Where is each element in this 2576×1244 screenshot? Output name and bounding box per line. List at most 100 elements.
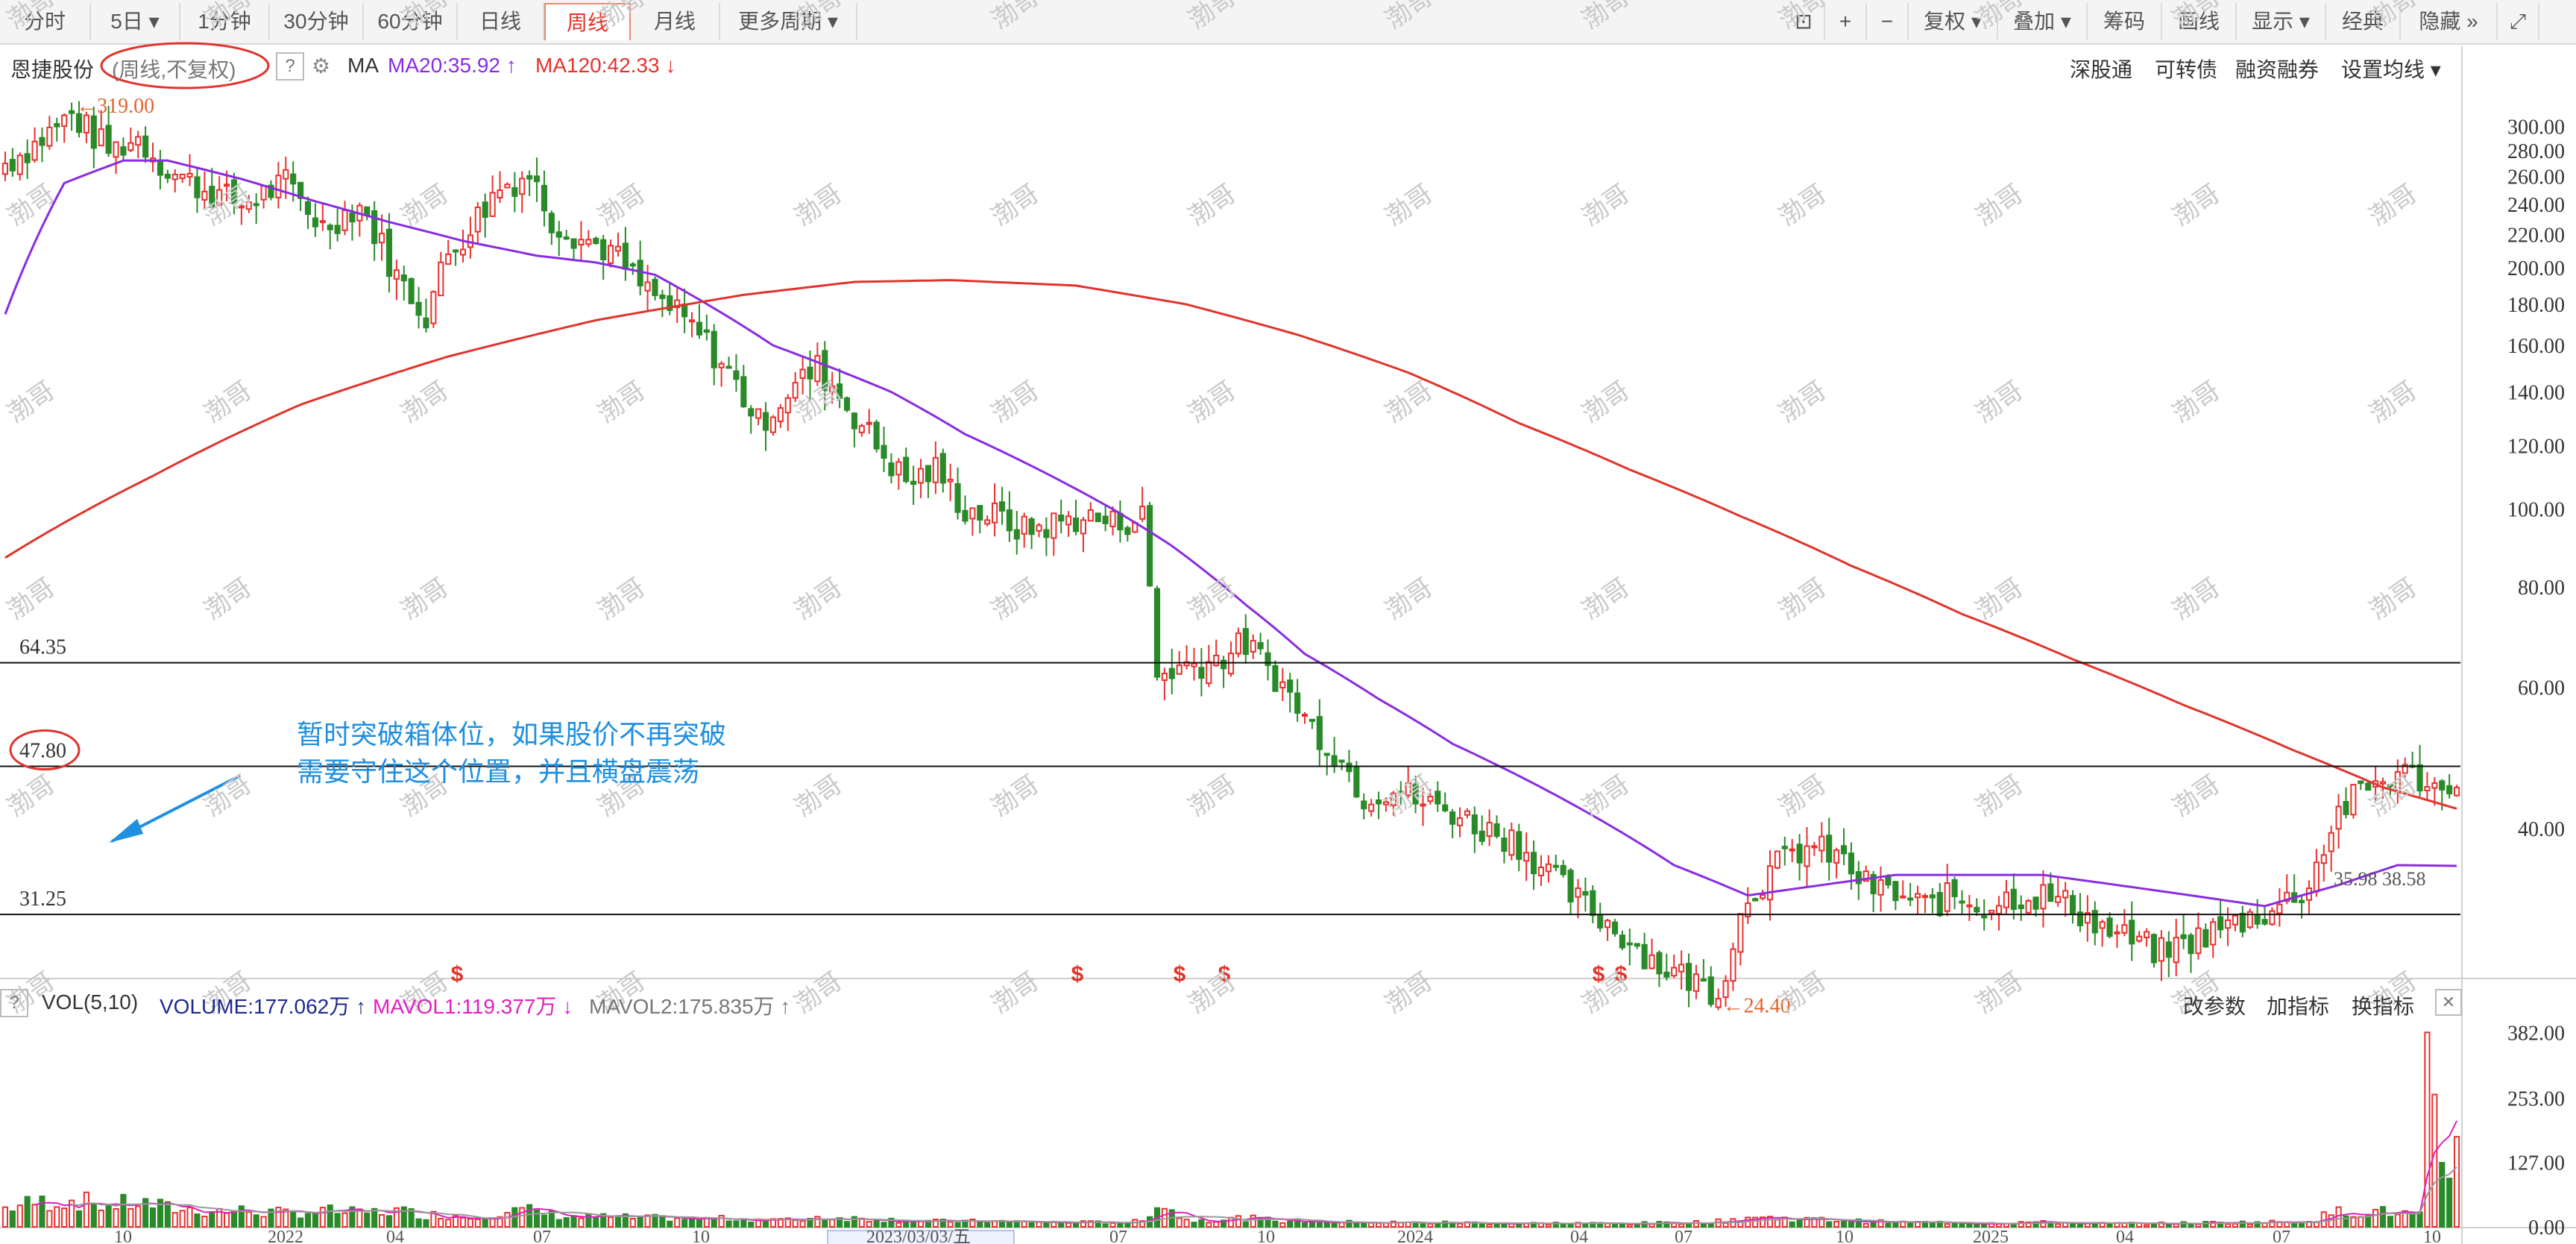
toolbar-tool-3[interactable]: 复权 ▾ [1909, 3, 1998, 40]
volume-bar [1191, 1222, 1197, 1228]
close-icon[interactable]: ✕ [2435, 989, 2462, 1016]
toolbar-tool-7[interactable]: 显示 ▾ [2237, 3, 2326, 40]
volume-bar [24, 1196, 31, 1228]
toolbar-tool-9[interactable]: 隐藏 » [2401, 3, 2498, 40]
candle [423, 298, 429, 333]
period-tab-0[interactable]: 分时 [0, 3, 91, 40]
volume-bar [1, 1206, 9, 1228]
volume-bar [75, 1210, 83, 1228]
time-tick-label: 07 [533, 1228, 551, 1244]
volume-bar [349, 1206, 356, 1228]
period-tab-1[interactable]: 5日 ▾ [91, 3, 180, 40]
help-button[interactable]: ? [276, 52, 304, 81]
change-params-button[interactable]: 改参数 [2183, 995, 2246, 1018]
toolbar-tool-5[interactable]: 筹码 [2088, 3, 2162, 40]
ma20-value: MA20:35.92 ↑ [388, 54, 517, 77]
period-mode-circle [100, 42, 270, 89]
candle [2335, 794, 2342, 849]
vol-label: VOL(5,10) [42, 990, 139, 1014]
toolbar-tool-6[interactable]: 画线 [2162, 3, 2237, 40]
candle [947, 463, 954, 502]
watermark: 渤哥 [1380, 376, 1437, 428]
toolbar-tool-10[interactable]: ⤢ [2498, 3, 2539, 40]
candle [98, 110, 104, 147]
volume-bar [1279, 1222, 1286, 1228]
volume-bar [268, 1208, 274, 1228]
period-tab-4[interactable]: 60分钟 [364, 3, 458, 40]
vol-help-button[interactable]: ? [0, 989, 28, 1017]
candle [1619, 930, 1625, 951]
volume-bar [1877, 1219, 1884, 1228]
candle [2269, 907, 2276, 926]
volume-bar [438, 1218, 444, 1228]
candle [2040, 870, 2047, 928]
candle [408, 277, 415, 304]
candle [851, 412, 857, 447]
candle [1634, 943, 1640, 949]
candle [910, 465, 917, 505]
volume-bar [637, 1216, 643, 1228]
candle [1722, 975, 1729, 1007]
switch-indicator-button[interactable]: 换指标 [2352, 995, 2415, 1018]
candle [149, 142, 157, 172]
volume-bar [1323, 1222, 1330, 1228]
toolbar-tool-8[interactable]: 经典 [2326, 3, 2401, 40]
period-tab-6[interactable]: 周线 [544, 3, 631, 40]
volume-bar [2358, 1216, 2364, 1228]
candle [453, 249, 459, 266]
watermark: 渤哥 [593, 179, 650, 231]
candle [2010, 873, 2017, 920]
volume-bar [1043, 1222, 1050, 1228]
candle [1376, 791, 1382, 820]
volume-bar [1818, 1216, 1825, 1228]
link-convertible-bond[interactable]: 可转债 [2155, 58, 2218, 81]
volume-bar [873, 1220, 880, 1228]
toolbar-tool-0[interactable]: ⊡ [1783, 3, 1825, 40]
gear-icon[interactable]: ⚙ [312, 54, 331, 78]
toolbar-tool-2[interactable]: − [1867, 3, 1909, 40]
candle [1139, 486, 1146, 523]
volume-bar [2350, 1216, 2357, 1228]
candle [75, 101, 83, 138]
toolbar-tool-4[interactable]: 叠加 ▾ [1998, 3, 2088, 40]
volume-tick-label: 382.00 [2507, 1022, 2565, 1045]
link-shenguotong[interactable]: 深股通 [2070, 58, 2133, 81]
watermark: 渤哥 [1183, 0, 1241, 35]
volume-bar [548, 1210, 555, 1228]
period-tab-8[interactable]: 更多周期 ▾ [720, 3, 857, 40]
volume-bar [2069, 1222, 2076, 1228]
candle [482, 193, 488, 238]
period-tab-5[interactable]: 日线 [458, 3, 544, 40]
candle [113, 141, 119, 175]
candle [385, 213, 393, 293]
volume-bar [1789, 1221, 1795, 1228]
volume-bar [2343, 1215, 2349, 1228]
set-ma-button[interactable]: 设置均线 ▾ [2341, 58, 2441, 81]
volume-bar [1545, 1224, 1552, 1228]
volume-bar [1235, 1215, 1241, 1228]
volume-bar [2453, 1136, 2460, 1228]
volume-bar [2210, 1221, 2217, 1228]
add-indicator-button[interactable]: 加指标 [2267, 995, 2330, 1018]
candle [1944, 864, 1950, 917]
price-tick-label: 260.00 [2507, 166, 2565, 189]
watermark: 渤哥 [1380, 0, 1437, 35]
link-margin-trading[interactable]: 融资融券 [2235, 58, 2320, 81]
candle [1043, 517, 1050, 556]
period-tab-7[interactable]: 月线 [631, 3, 720, 40]
watermark: 渤哥 [2167, 573, 2225, 625]
period-tab-3[interactable]: 30分钟 [270, 3, 364, 40]
watermark: 渤哥 [593, 573, 650, 625]
candle [939, 448, 946, 493]
period-tab-2[interactable]: 1分钟 [180, 3, 270, 40]
candle [2018, 895, 2024, 921]
volume-bar [1862, 1222, 1869, 1228]
candle [1021, 512, 1027, 548]
toolbar-tool-1[interactable]: + [1825, 3, 1867, 40]
volume-bar [1855, 1218, 1862, 1228]
volume-bar [504, 1212, 511, 1228]
volume-bar [733, 1220, 740, 1228]
volume-bar [319, 1207, 326, 1228]
dividend-marker: $ [1593, 962, 1605, 987]
watermark: 渤哥 [986, 967, 1044, 1019]
